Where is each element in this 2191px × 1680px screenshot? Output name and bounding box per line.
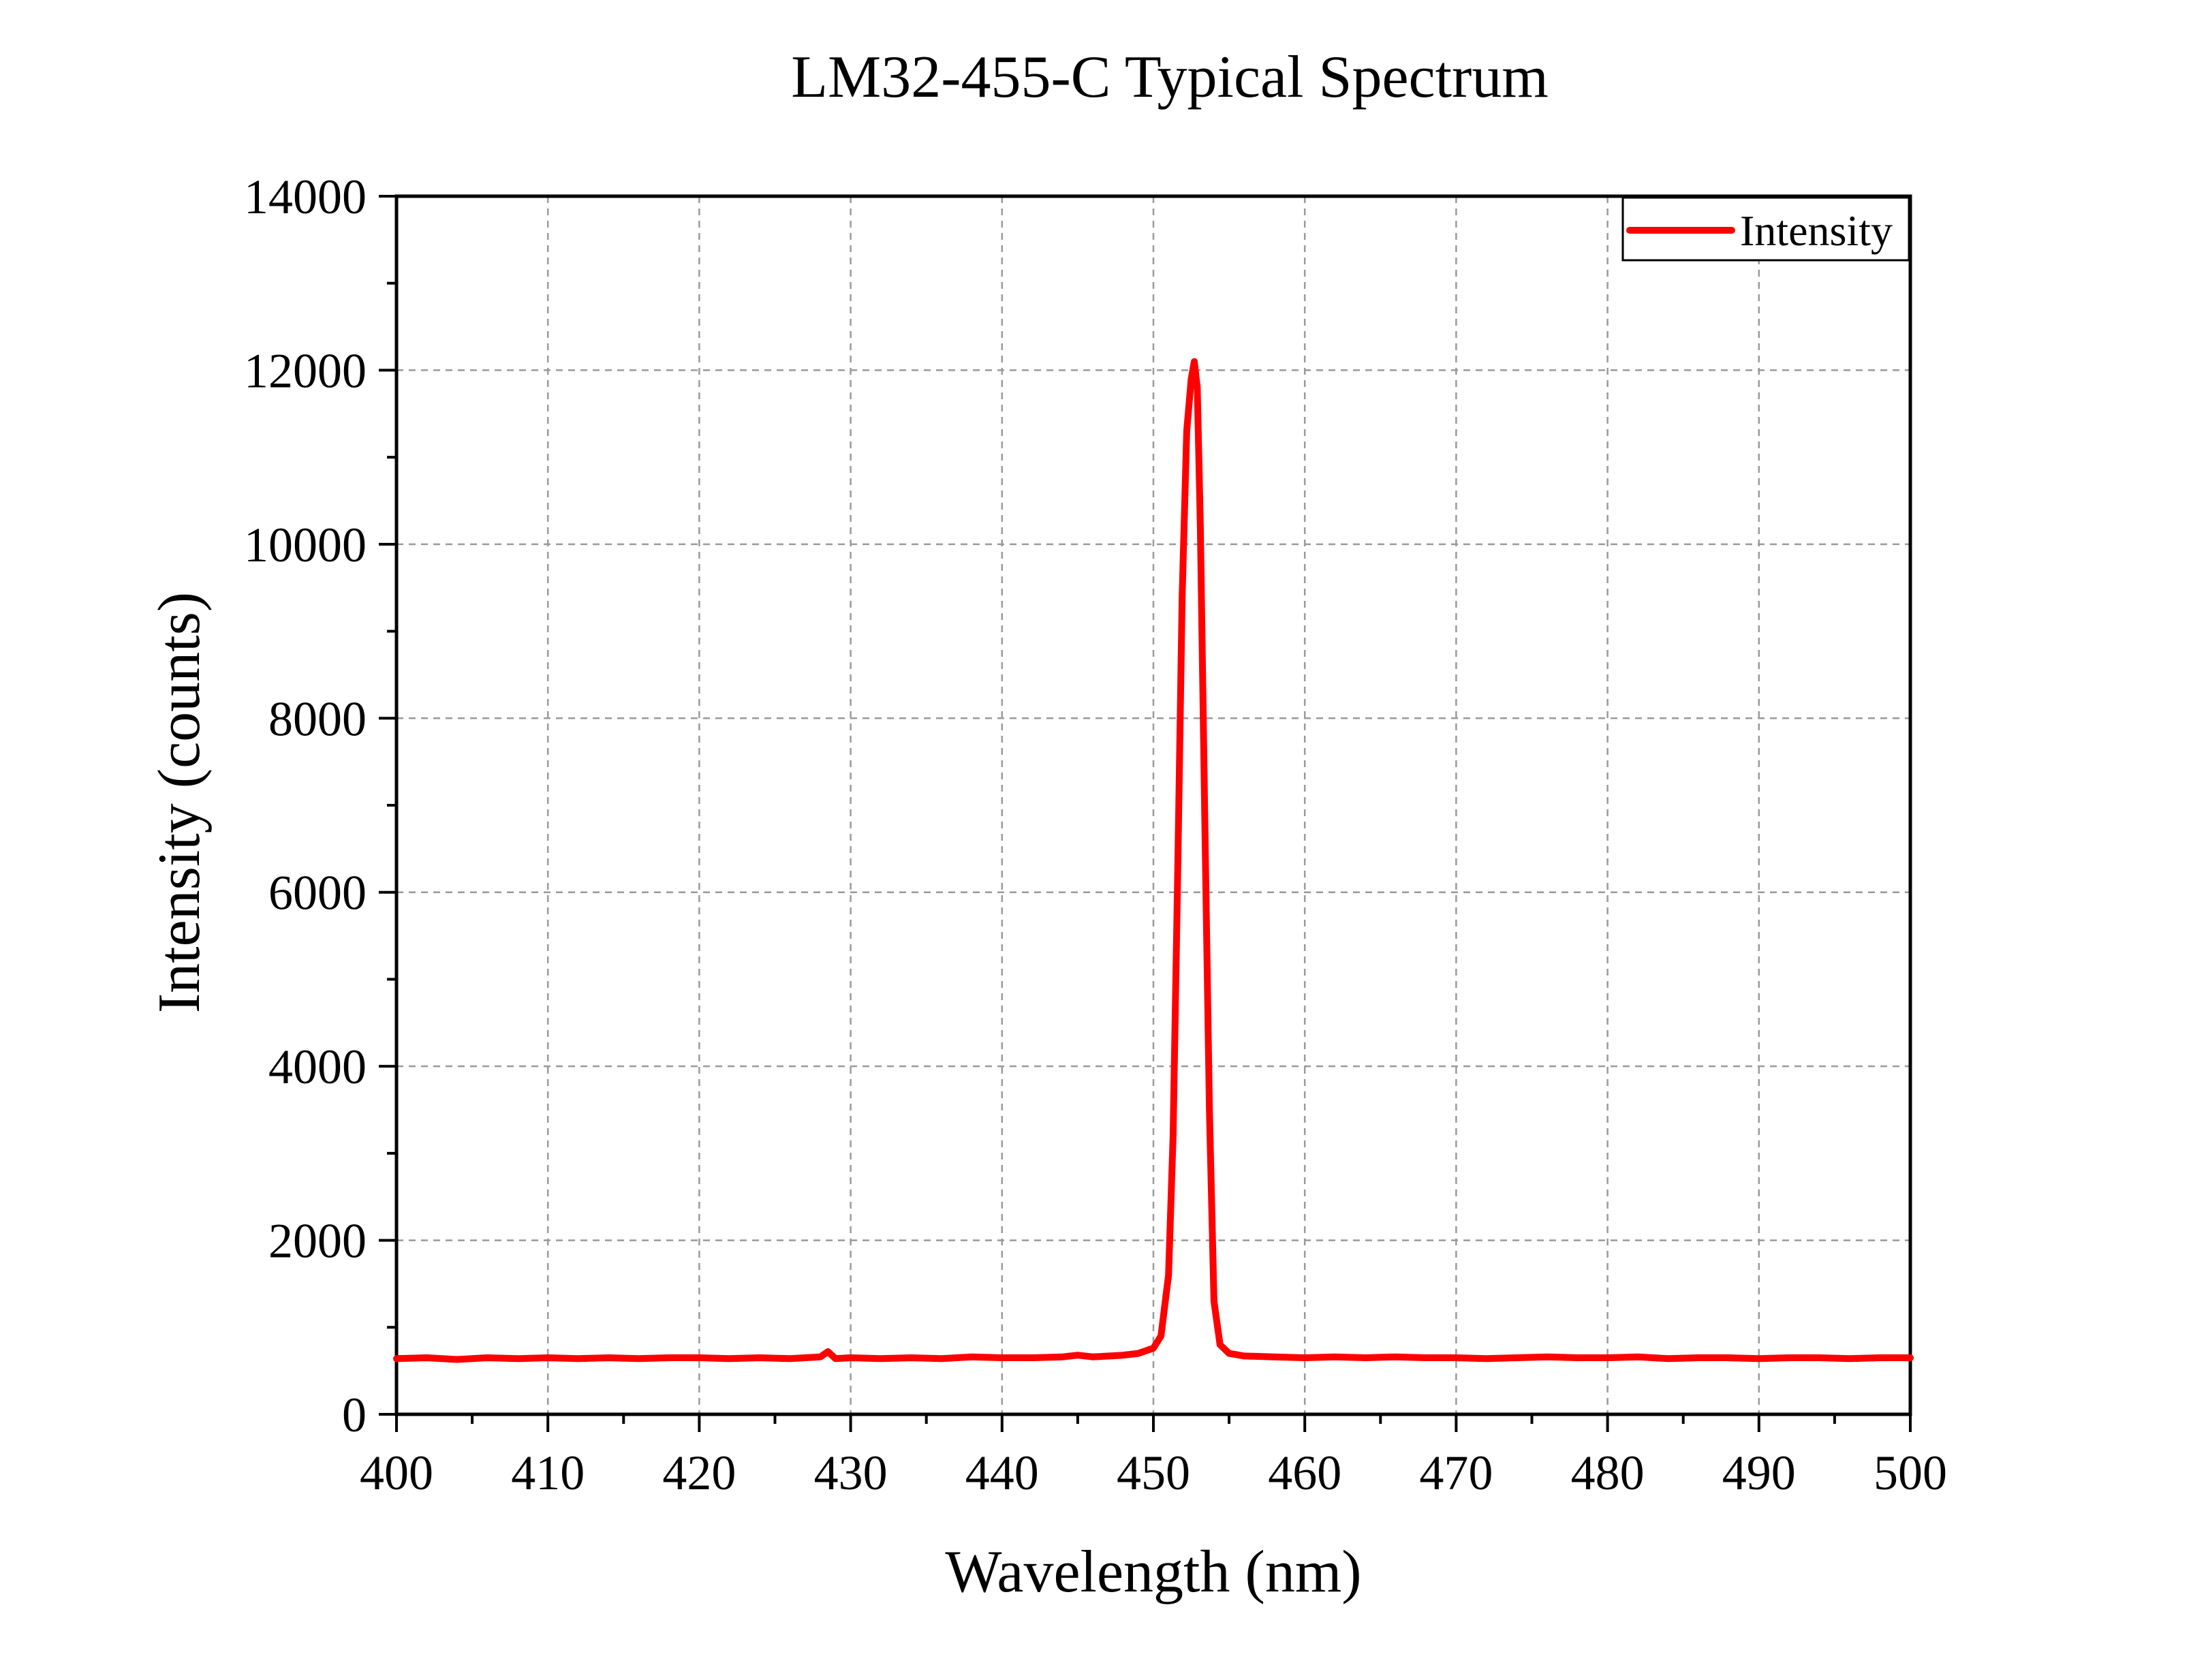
y-tick-label: 14000 [244, 170, 367, 224]
y-tick-label: 6000 [268, 866, 367, 920]
y-tick-label: 12000 [244, 343, 367, 398]
y-tick-label: 0 [342, 1388, 367, 1442]
y-tick-label: 2000 [268, 1214, 367, 1269]
x-tick-label: 480 [1571, 1446, 1645, 1500]
axes-layer: 400 410 420 430 440 450 460 470 480 490 500 0 2000 40… [244, 170, 1947, 1500]
series-layer [393, 358, 1914, 1363]
x-tick-label: 470 [1419, 1446, 1493, 1500]
x-tick-label: 420 [662, 1446, 736, 1500]
x-tick-label: 450 [1117, 1446, 1190, 1500]
x-tick-label: 430 [814, 1446, 888, 1500]
x-tick-label: 460 [1268, 1446, 1341, 1500]
x-tick-label: 490 [1722, 1446, 1796, 1500]
x-tick-label: 410 [511, 1446, 585, 1500]
legend-label: Intensity [1740, 206, 1893, 255]
label-layer: LM32-455-C Typical Spectrum Wavelength (… [146, 44, 1549, 1605]
x-tick-label: 440 [965, 1446, 1039, 1500]
grid-layer [397, 196, 1910, 1414]
x-tick-label: 400 [360, 1446, 433, 1500]
chart-title: LM32-455-C Typical Spectrum [791, 44, 1549, 110]
series-line-intensity [393, 358, 1914, 1363]
y-axis-label: Intensity (counts) [146, 592, 213, 1013]
y-tick-label: 10000 [244, 518, 367, 572]
x-axis-label: Wavelength (nm) [945, 1539, 1361, 1605]
y-tick-label: 4000 [268, 1040, 367, 1094]
x-tick-label: 500 [1874, 1446, 1947, 1500]
y-tick-label: 8000 [268, 691, 367, 746]
legend: Intensity [1621, 196, 1910, 262]
